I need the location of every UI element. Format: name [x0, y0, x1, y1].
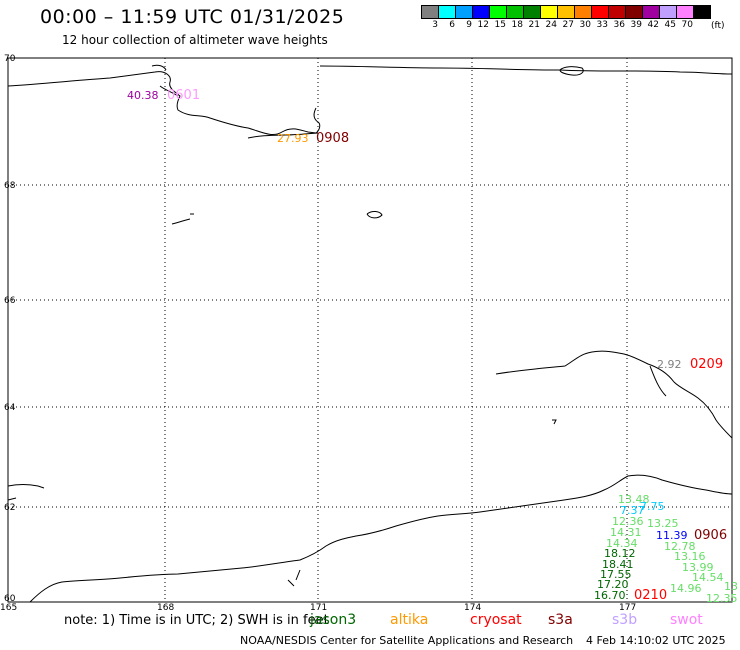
legend-ticks: 3 6 9 12 15 18 21 24 27 30 33 36 39 42 45 70	[421, 20, 710, 30]
note-text: note: 1) Time is in UTC; 2) SWH is in fe…	[64, 613, 329, 628]
pass-time-label: 0908	[316, 131, 349, 146]
lon-label-168: 168	[157, 603, 174, 613]
lat-label-68: 68	[4, 181, 16, 191]
legend-tick-label: 39	[630, 20, 642, 30]
lon-label-165: 165	[0, 603, 17, 613]
wave-height-label: 13.99	[682, 561, 714, 574]
wave-height-label: 16.70	[594, 589, 626, 602]
lon-label-171: 171	[310, 603, 327, 613]
wave-height-label: 12.35	[706, 592, 738, 605]
wave-height-label: 14.96	[670, 582, 702, 595]
wave-height-label: 27.93	[277, 132, 309, 145]
legend-unit: (ft)	[711, 21, 725, 31]
wave-height-label: 13	[724, 580, 738, 593]
legend-tick-label: 33	[596, 20, 608, 30]
color-legend: 3 6 9 12 15 18 21 24 27 30 33 36 39 42 45 70 (ft)	[421, 5, 725, 31]
wave-height-label: 18.12	[604, 547, 636, 560]
footer-timestamp: 4 Feb 14:10:02 UTC 2025	[586, 634, 726, 647]
satellite-label: s3a	[548, 612, 573, 628]
legend-tick-label: 36	[613, 20, 625, 30]
page-subtitle: 12 hour collection of altimeter wave hei…	[62, 33, 328, 47]
wave-height-label: 40.38	[127, 89, 159, 102]
wave-height-label: 18.41	[602, 558, 634, 571]
graticule	[8, 58, 732, 602]
lat-label-60: 60	[4, 594, 16, 604]
wave-height-label: 13.16	[674, 550, 706, 563]
legend-tick-label: 9	[466, 20, 472, 30]
footer-credit: NOAA/NESDIS Center for Satellite Applica…	[240, 634, 574, 647]
legend-tick-label: 24	[545, 20, 557, 30]
lat-label-64: 64	[4, 403, 16, 413]
lat-label-62: 62	[4, 503, 15, 513]
coastline	[7, 64, 733, 603]
wave-height-label: 12.36	[612, 515, 644, 528]
legend-tick-label: 18	[511, 20, 523, 30]
wave-height-label: 13.25	[647, 517, 679, 530]
legend-tick-label: 27	[562, 20, 574, 30]
wave-height-label: 14.54	[692, 571, 724, 584]
pass-time-label: 0601	[167, 88, 200, 103]
wave-height-label: 7.37	[620, 504, 645, 517]
legend-tick-label: 12	[477, 20, 489, 30]
pass-time-label: 0210	[634, 588, 667, 603]
legend-tick-label: 21	[528, 20, 540, 30]
pass-time-label: 0906	[694, 528, 727, 543]
wave-height-label: 7.75	[640, 500, 665, 513]
satellite-label: cryosat	[470, 612, 522, 628]
wave-height-label: 12.78	[664, 540, 696, 553]
wave-height-label: 17.55	[600, 568, 632, 581]
lat-label-66: 66	[4, 296, 16, 306]
legend-tick-label: 6	[449, 20, 455, 30]
map-frame	[7, 57, 733, 603]
wave-height-label: 2.92	[657, 358, 682, 371]
satellite-label: altika	[390, 612, 429, 628]
page-title: 00:00 – 11:59 UTC 01/31/2025	[40, 6, 345, 28]
lon-label-174: 174	[464, 603, 481, 613]
legend-tick-label: 70	[681, 20, 693, 30]
legend-tick-label: 42	[647, 20, 659, 30]
satellite-label: s3b	[612, 612, 638, 628]
wave-height-label: 14.31	[610, 526, 642, 539]
wave-height-label: 17.20	[597, 578, 629, 591]
pass-time-label: 0209	[690, 357, 723, 372]
satellite-label: swot	[670, 612, 703, 628]
legend-tick-label: 45	[664, 20, 676, 30]
satellite-label: jason3	[310, 612, 357, 628]
legend-tick-label: 15	[494, 20, 506, 30]
legend-tick-label: 30	[579, 20, 591, 30]
wave-height-label: 11.39	[656, 529, 688, 542]
legend-tick-label: 3	[432, 20, 438, 30]
lon-label-177: 177	[619, 603, 636, 613]
wave-height-label: 14.34	[606, 537, 638, 550]
lat-label-70: 70	[4, 54, 16, 64]
wave-height-label: 13.48	[618, 493, 650, 506]
legend-swatch	[693, 5, 711, 19]
legend-swatches	[421, 5, 711, 19]
